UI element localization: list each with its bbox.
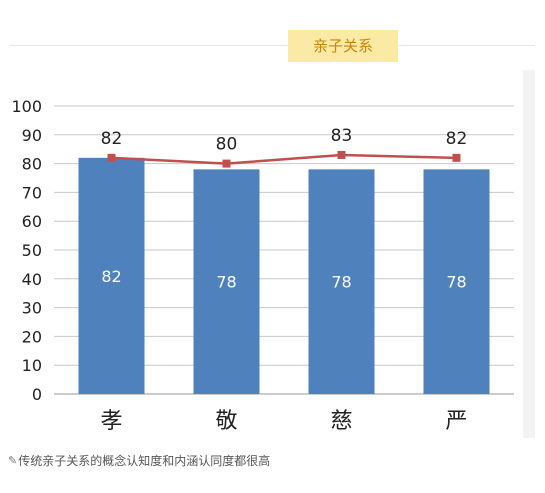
bar: [423, 169, 490, 394]
y-tick-label: 70: [22, 183, 42, 202]
y-tick-label: 80: [22, 155, 42, 174]
line-value-label: 80: [216, 135, 238, 155]
right-edge-strip: [523, 70, 535, 438]
y-tick-label: 30: [22, 299, 42, 318]
pen-icon: ✎: [8, 454, 18, 467]
bar: [308, 169, 375, 394]
chart-title: 亲子关系: [288, 30, 398, 62]
y-tick-label: 90: [22, 126, 42, 145]
line-point: [222, 159, 231, 168]
bar: [193, 169, 260, 394]
y-tick-label: 50: [22, 241, 42, 260]
x-tick-label: 敬: [215, 409, 237, 434]
y-tick-label: 60: [22, 212, 42, 231]
bar-value-label: 82: [101, 267, 121, 286]
y-tick-label: 100: [11, 97, 42, 116]
x-tick-label: 孝: [100, 409, 122, 434]
x-tick-label: 慈: [330, 409, 352, 434]
line-value-label: 83: [331, 126, 353, 146]
y-tick-label: 10: [22, 356, 42, 375]
line-point: [107, 153, 116, 162]
chart-caption: ✎ 传统亲子关系的概念认知度和内涵认同度都很高: [8, 452, 270, 470]
line-point: [337, 150, 346, 159]
line-series: [111, 153, 457, 165]
bar-value-label: 78: [331, 273, 351, 292]
top-divider: [10, 45, 535, 46]
y-tick-label: 0: [32, 385, 42, 404]
bar-value-label: 78: [216, 273, 236, 292]
bar: [78, 157, 145, 394]
caption-text: 传统亲子关系的概念认知度和内涵认同度都很高: [18, 454, 271, 468]
y-tick-label: 20: [22, 327, 42, 346]
bar-value-label: 78: [446, 273, 466, 292]
x-tick-label: 严: [445, 409, 467, 434]
line-value-label: 82: [446, 129, 468, 149]
y-tick-label: 40: [22, 270, 42, 289]
line-value-label: 82: [101, 129, 123, 149]
line-point: [452, 153, 461, 162]
